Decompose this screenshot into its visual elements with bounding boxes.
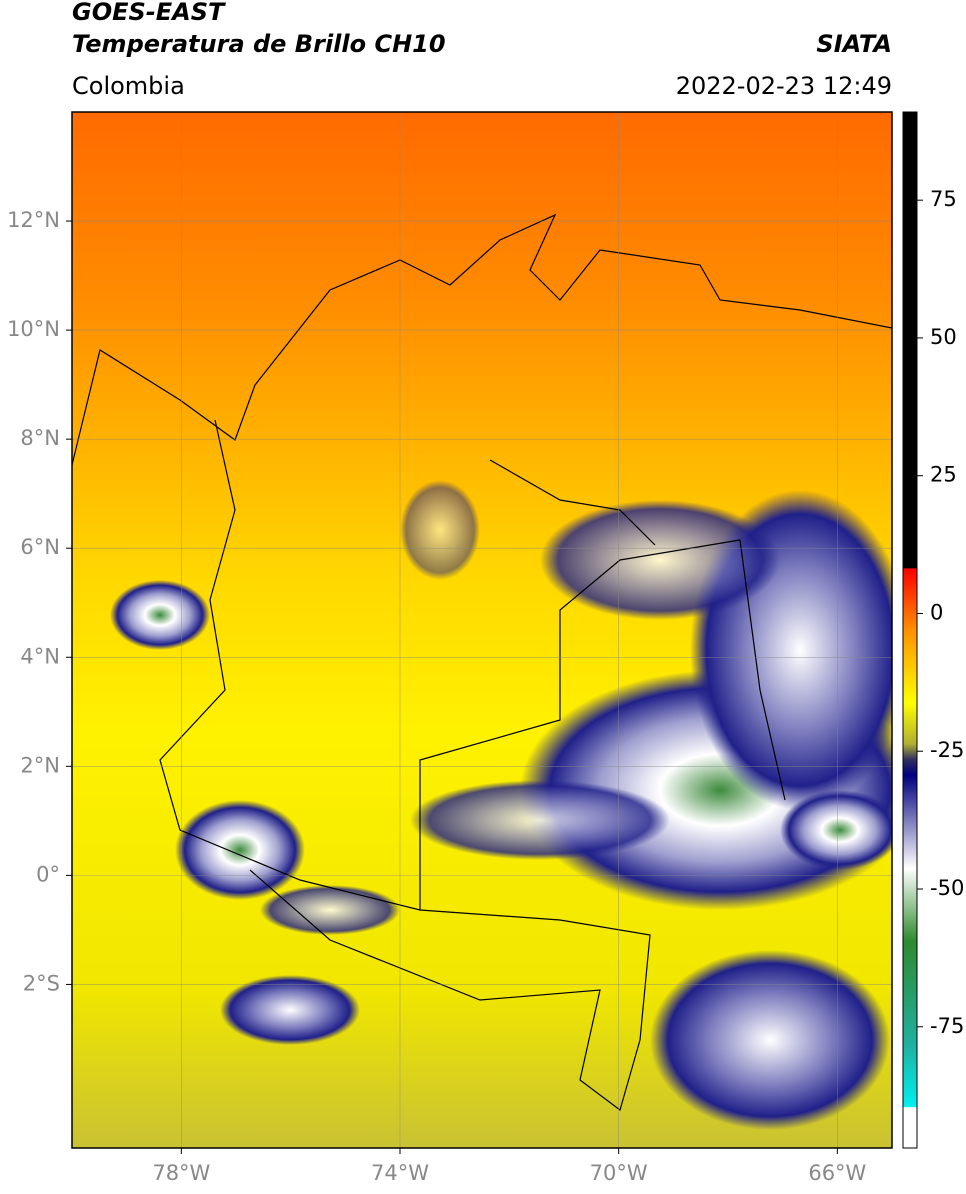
x-tick-label: 74°W xyxy=(371,1161,429,1185)
y-tick-label: 6°N xyxy=(20,535,60,559)
colorbar-tick-label: 50 xyxy=(930,325,957,349)
colorbar-tick-label: -50 xyxy=(930,876,964,900)
cloud xyxy=(220,975,360,1045)
title: GOES-EAST xyxy=(72,0,226,26)
cloud xyxy=(410,780,670,860)
y-tick-label: 12°N xyxy=(7,208,60,232)
cloud xyxy=(780,790,892,870)
cloud xyxy=(175,800,305,900)
region: Colombia xyxy=(72,72,185,100)
cloud xyxy=(400,480,480,580)
x-tick-label: 78°W xyxy=(152,1161,210,1185)
borders xyxy=(159,419,786,1112)
colorbar xyxy=(902,111,918,1149)
timestamp: 2022-02-23 12:49 xyxy=(676,72,892,100)
y-tick-label: 0° xyxy=(36,862,60,886)
y-tick-label: 10°N xyxy=(7,317,60,341)
cloud xyxy=(650,950,890,1130)
map-frame xyxy=(71,111,893,1149)
cloud xyxy=(110,580,210,650)
colorbar-tick-label: 25 xyxy=(930,463,957,487)
y-tick-label: 2°S xyxy=(23,971,60,995)
colorbar-tick-label: 75 xyxy=(930,187,957,211)
y-tick-label: 8°N xyxy=(20,426,60,450)
colorbar-tick-label: -75 xyxy=(930,1014,964,1038)
x-tick-label: 70°W xyxy=(590,1161,648,1185)
colorbar-tick-label: 0 xyxy=(930,600,943,624)
y-tick-label: 4°N xyxy=(20,644,60,668)
colorbar-tick-label: -25 xyxy=(930,738,964,762)
cloud xyxy=(260,885,400,935)
cloud xyxy=(540,500,780,620)
source: SIATA xyxy=(816,30,892,58)
y-tick-label: 2°N xyxy=(20,753,60,777)
graticule xyxy=(72,112,892,1148)
x-tick-label: 66°W xyxy=(808,1161,866,1185)
subtitle: Temperatura de Brillo CH10 xyxy=(72,30,446,58)
map-image xyxy=(72,112,892,1148)
